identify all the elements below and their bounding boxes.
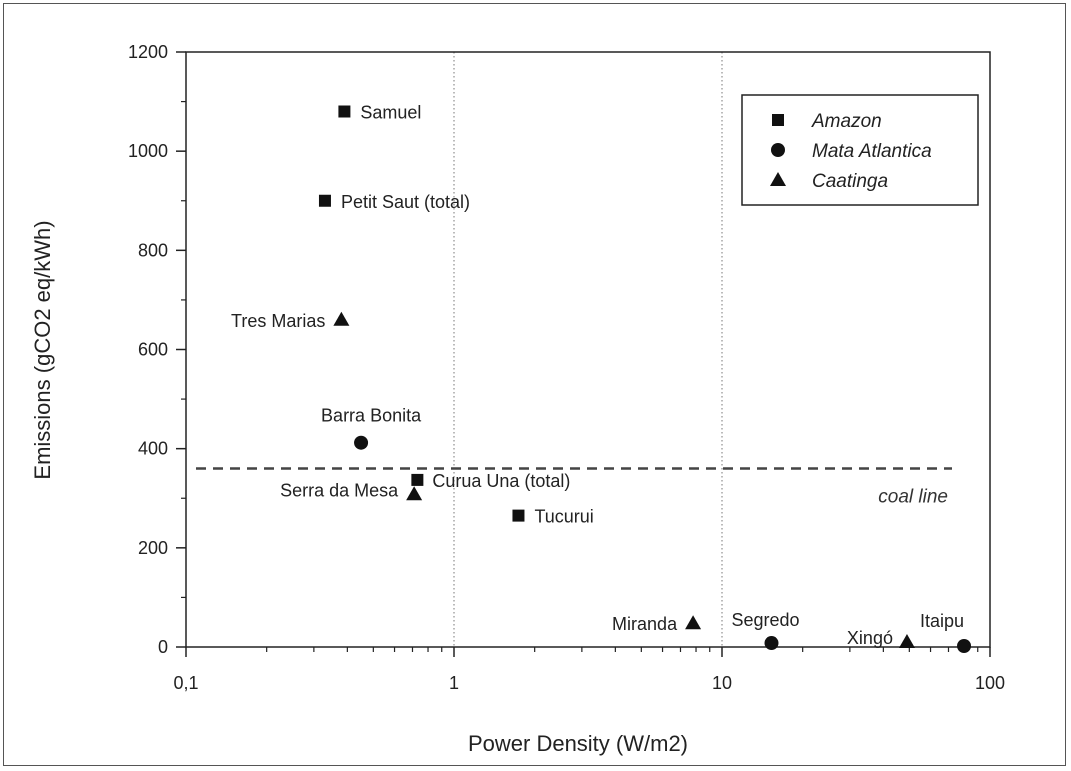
point-serra-da-mesa <box>406 486 423 501</box>
point-label-xing: Xingó <box>847 628 893 648</box>
point-xing <box>898 634 915 649</box>
data-points: Samuel Petit Saut (total) Curua Una (total… <box>231 103 972 654</box>
point-label-segredo: Segredo <box>731 610 799 630</box>
point-petit-saut-total <box>318 194 331 207</box>
x-tick-label: 0,1 <box>173 673 198 693</box>
y-tick-label: 1200 <box>128 42 168 62</box>
point-label-miranda: Miranda <box>612 614 678 634</box>
point-tucurui <box>512 509 525 522</box>
x-axis-title: Power Density (W/m2) <box>468 731 688 756</box>
legend-entry: Mata Atlantica <box>812 141 932 162</box>
point-segredo <box>764 636 779 651</box>
point-curua-una-total <box>411 473 424 486</box>
point-label-serra-da-mesa: Serra da Mesa <box>280 480 399 500</box>
point-label-tucurui: Tucurui <box>534 507 593 527</box>
coal-line-label: coal line <box>878 487 948 508</box>
point-itaipu <box>957 639 972 654</box>
legend-marker-triangle <box>770 172 786 186</box>
y-tick-label: 600 <box>138 340 168 360</box>
y-tick-label: 800 <box>138 240 168 260</box>
y-axis-title: Emissions (gCO2 eq/kWh) <box>30 220 55 479</box>
point-barra-bonita <box>354 435 369 450</box>
y-tick-label: 1000 <box>128 141 168 161</box>
point-label-barra-bonita: Barra Bonita <box>321 406 422 426</box>
point-label-petit-saut-total: Petit Saut (total) <box>341 192 470 212</box>
point-label-samuel: Samuel <box>360 103 421 123</box>
legend-marker-square <box>772 114 784 126</box>
point-miranda <box>685 615 702 630</box>
reference-line-group: coal line <box>196 467 952 508</box>
y-tick-label: 200 <box>138 538 168 558</box>
legend: Amazon Mata Atlantica Caatinga <box>741 94 979 206</box>
x-tick-label: 1 <box>449 673 459 693</box>
point-label-curua-una-total: Curua Una (total) <box>432 471 570 491</box>
point-samuel <box>338 105 351 118</box>
legend-marker-circle <box>771 143 785 157</box>
point-label-tres-marias: Tres Marias <box>231 311 325 331</box>
point-label-itaipu: Itaipu <box>920 611 964 631</box>
point-tres-marias <box>333 311 350 326</box>
x-tick-label: 10 <box>712 673 732 693</box>
legend-entry: Amazon <box>811 111 882 132</box>
legend-entry: Caatinga <box>812 171 888 192</box>
x-tick-label: 100 <box>975 673 1005 693</box>
gridlines <box>453 52 723 647</box>
y-tick-label: 400 <box>138 439 168 459</box>
y-tick-label: 0 <box>158 637 168 657</box>
